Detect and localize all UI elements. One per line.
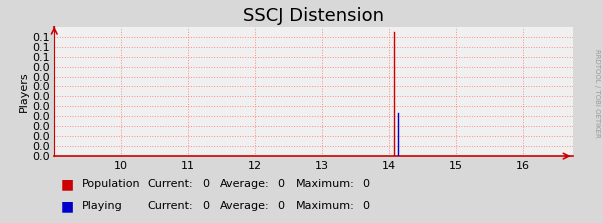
Text: Average:: Average: (220, 201, 270, 211)
Text: Current:: Current: (148, 179, 194, 189)
Text: Population: Population (81, 179, 140, 189)
Y-axis label: Players: Players (19, 71, 29, 112)
Text: ■: ■ (60, 177, 74, 191)
Text: 0: 0 (277, 201, 285, 211)
Text: 0: 0 (202, 179, 209, 189)
Text: Average:: Average: (220, 179, 270, 189)
Text: Maximum:: Maximum: (295, 201, 354, 211)
Text: 0: 0 (202, 201, 209, 211)
Text: Maximum:: Maximum: (295, 179, 354, 189)
Text: ■: ■ (60, 199, 74, 213)
Title: SSCJ Distension: SSCJ Distension (243, 7, 384, 25)
Text: 0: 0 (277, 179, 285, 189)
Text: RRDTOOL / TOBI OETIKER: RRDTOOL / TOBI OETIKER (594, 49, 600, 138)
Text: 0: 0 (362, 179, 369, 189)
Text: Current:: Current: (148, 201, 194, 211)
Text: Playing: Playing (81, 201, 122, 211)
Text: 0: 0 (362, 201, 369, 211)
